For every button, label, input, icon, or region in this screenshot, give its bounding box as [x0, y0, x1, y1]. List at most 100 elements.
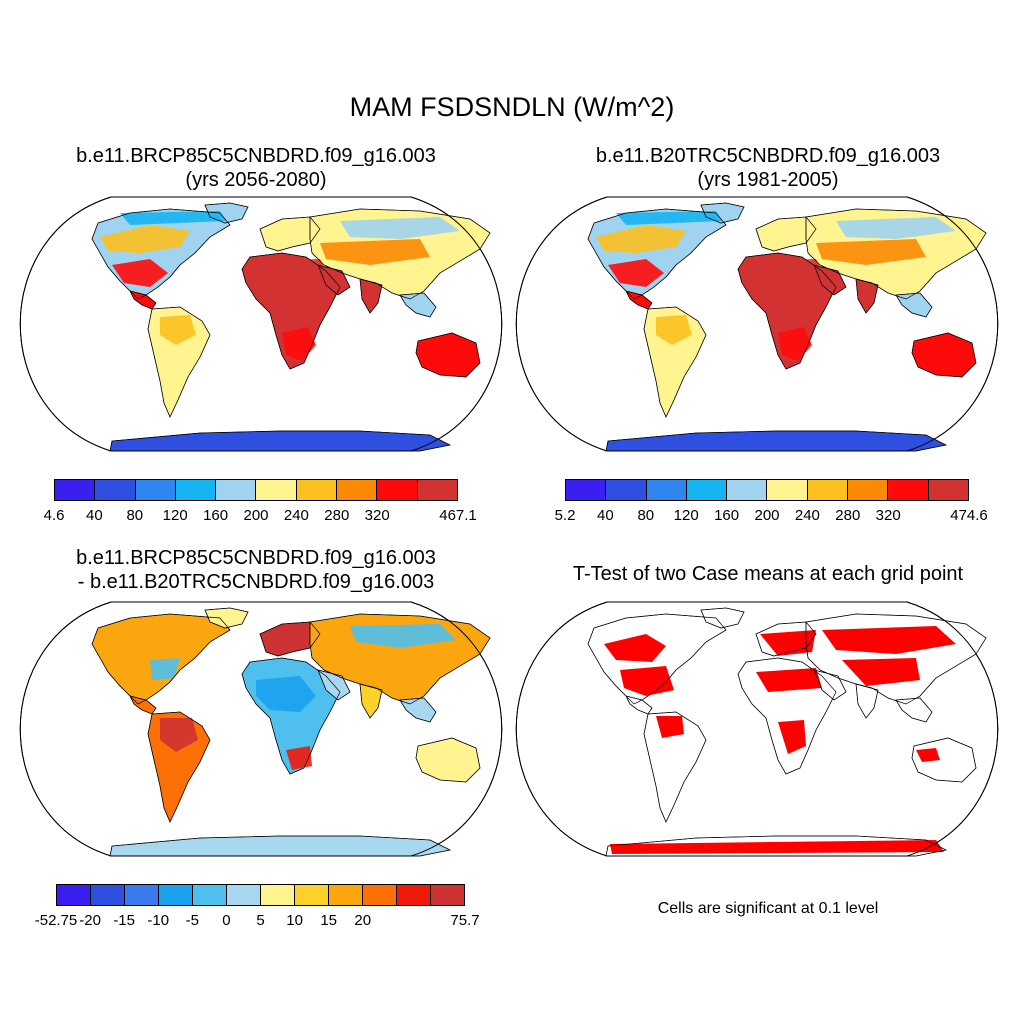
- panel3-case-b: - b.e11.B20TRC5CNBDRD.f09_g16.003: [77, 571, 435, 593]
- colorbar-swatch: [727, 480, 768, 500]
- coastline-india: [359, 683, 383, 719]
- colorbar-tick-label: 10: [286, 912, 303, 929]
- coastline-india: [359, 278, 383, 314]
- colorbar-tick-label: 200: [754, 507, 780, 524]
- colorbar-tick-label: -10: [147, 912, 170, 929]
- colorbar-tick-label: 240: [283, 507, 309, 524]
- colorbar-swatch: [377, 480, 418, 500]
- coastline-seAsia: [399, 292, 437, 318]
- colorbar-swatch: [135, 480, 176, 500]
- colorbar-tick-label: 15: [320, 912, 337, 929]
- coastline-australia: [911, 737, 977, 783]
- coastline-arabia: [317, 264, 351, 296]
- coastline-europe: [259, 216, 321, 252]
- field-diff-amazon-red: [160, 718, 198, 752]
- colorbar-swatch: [95, 480, 136, 500]
- coastline-seAsia: [895, 697, 933, 723]
- field-southern-africa: [778, 327, 812, 361]
- colorbar-swatch: [928, 480, 968, 500]
- coastline-australia: [911, 332, 977, 378]
- colorbar-swatch: [227, 885, 261, 905]
- field-sahara: [746, 259, 828, 291]
- map-future-mean: [19, 196, 503, 452]
- colorbar-swatch: [767, 480, 808, 500]
- map-difference: [19, 601, 503, 857]
- coastline-arabia: [317, 669, 351, 701]
- coastline-greenland: [204, 202, 249, 224]
- panel1-years: (yrs 2056-2080): [185, 169, 327, 191]
- significant-region: [760, 630, 816, 656]
- colorbar-swatch: [125, 885, 159, 905]
- colorbar-swatch: [295, 885, 329, 905]
- significant-region: [656, 716, 684, 738]
- coastline-europe: [755, 621, 817, 657]
- significant-region: [822, 626, 956, 654]
- coastline-greenland: [700, 202, 745, 224]
- colorbar-swatch: [55, 480, 96, 500]
- coastline-asia: [805, 613, 987, 705]
- significant-region: [756, 668, 822, 692]
- significant-region: [604, 634, 666, 662]
- colorbar-tick-label: 4.6: [43, 507, 65, 524]
- colorbar-tick-label: 240: [794, 507, 820, 524]
- field-sahara: [250, 259, 332, 291]
- colorbar-tick-label: 200: [243, 507, 269, 524]
- coastline-northAmerica: [91, 613, 231, 705]
- coastline-northAmerica: [587, 208, 727, 300]
- coastline-southAmerica: [643, 711, 707, 823]
- coastline-greenland: [204, 607, 249, 629]
- colorbar-boxes: [56, 884, 465, 906]
- coastline-asia: [309, 208, 491, 300]
- field-northAmerica-band: [100, 225, 190, 253]
- coastline-africa: [241, 657, 341, 775]
- colorbar-tick-label: 120: [162, 507, 188, 524]
- field-siberia: [836, 217, 956, 239]
- field-arctic-edge: [120, 211, 226, 225]
- colorbar-tick-label: 40: [86, 507, 103, 524]
- field-central-asia: [320, 239, 430, 265]
- map-ttest-significance: [515, 601, 999, 857]
- coastline-southAmerica: [147, 711, 211, 823]
- field-diff-africa-blue: [256, 676, 316, 712]
- colorbar-swatch: [159, 885, 193, 905]
- colorbar-tick-label: -15: [113, 912, 135, 929]
- field-central-asia: [816, 239, 926, 265]
- field-siberia: [340, 217, 460, 239]
- field-us-south: [608, 259, 664, 287]
- colorbar-swatch: [417, 480, 457, 500]
- colorbar-tick-label: 160: [714, 507, 740, 524]
- panel2-years: (yrs 1981-2005): [697, 169, 839, 191]
- colorbar-swatch: [686, 480, 728, 500]
- colorbar-swatch: [566, 480, 607, 500]
- colorbar-tick-label: 0: [222, 912, 231, 929]
- colorbar-swatch: [91, 885, 125, 905]
- colorbar-swatch: [175, 480, 217, 500]
- colorbar-swatch: [888, 480, 929, 500]
- colorbar-swatch: [363, 885, 397, 905]
- colorbar-tick-label: 80: [637, 507, 655, 524]
- colorbar-swatch: [337, 480, 378, 500]
- coastline-australia: [415, 737, 481, 783]
- coastline-asia: [805, 208, 987, 300]
- colorbar-tick-label: 320: [364, 507, 390, 524]
- colorbar-swatch: [606, 480, 647, 500]
- panel1-title: b.e11.BRCP85C5CNBDRD.f09_g16.003 (yrs 20…: [0, 144, 512, 192]
- colorbar-boxes: [54, 479, 458, 501]
- coastline-northAmerica: [587, 613, 727, 705]
- coastline-southAmerica: [147, 306, 211, 418]
- coastline-africa: [737, 252, 837, 370]
- coastline-australia: [415, 332, 481, 378]
- colorbar-tick-label: 474.6: [950, 507, 988, 524]
- colorbar-tick-label: 5.2: [554, 507, 576, 524]
- colorbar-tick-label: 75.7: [450, 912, 480, 929]
- coastline-seAsia: [399, 697, 437, 723]
- panel1-case: b.e11.BRCP85C5CNBDRD.f09_g16.003: [76, 145, 436, 167]
- panel4-ttest-label: T-Test of two Case means at each grid po…: [572, 563, 964, 585]
- colorbar-tick-label: -5: [185, 912, 199, 929]
- panel2-case: b.e11.B20TRC5CNBDRD.f09_g16.003: [595, 145, 941, 167]
- coastline-india: [855, 278, 879, 314]
- significant-region: [916, 748, 940, 762]
- colorbar-tick-label: 5: [256, 912, 265, 929]
- field-amazon: [160, 315, 196, 345]
- colorbar-tick-label: 20: [354, 912, 372, 929]
